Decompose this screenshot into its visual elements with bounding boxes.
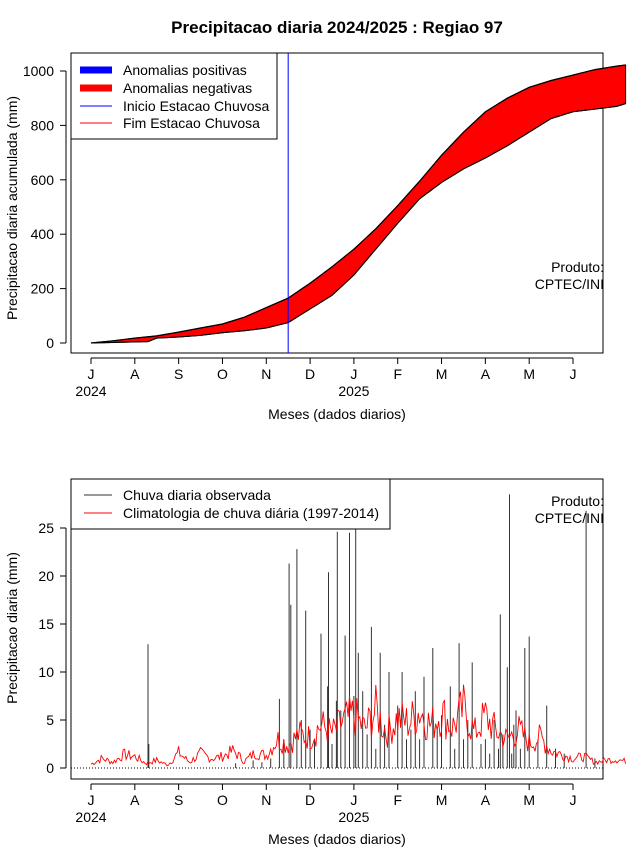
top-year-label: 2024	[75, 383, 106, 399]
top-legend: Anomalias positivas Anomalias negativas …	[70, 52, 278, 140]
bottom-x-tick-label: M	[436, 792, 448, 808]
bottom-xlabel: Meses (dados diarios)	[268, 831, 406, 847]
observed-cumulative-line	[90, 103, 626, 344]
top-y-tick-label: 0	[46, 335, 54, 351]
top-y-tick-label: 600	[31, 172, 55, 188]
bottom-y-axis: 0 5 10 15 20 25	[38, 520, 67, 776]
bottom-y-tick-label: 20	[38, 568, 54, 584]
top-series-group	[90, 53, 627, 353]
bottom-x-tick-label: J	[570, 792, 577, 808]
bottom-legend: Chuva diaria observada Climatologia de c…	[70, 478, 391, 530]
top-annotation-line2: CPTEC/INI	[535, 276, 604, 292]
bottom-x-tick-label: M	[523, 792, 535, 808]
bottom-x-tick-label: F	[393, 792, 402, 808]
legend-observed-label: Chuva diaria observada	[123, 487, 271, 503]
climatology-daily-line	[90, 684, 627, 767]
legend-negative-label: Anomalias negativas	[123, 80, 252, 96]
legend-start-label: Inicio Estacao Chuvosa	[123, 98, 270, 114]
bottom-annotation-line2: CPTEC/INI	[535, 510, 604, 526]
top-y-tick-label: 800	[31, 117, 55, 133]
top-plot-frame	[70, 52, 604, 354]
bottom-y-tick-label: 5	[46, 712, 54, 728]
top-y-tick-label: 1000	[23, 63, 54, 79]
top-x-tick-label: A	[481, 366, 491, 382]
top-x-tick-label: J	[570, 366, 577, 382]
bottom-y-tick-label: 15	[38, 616, 54, 632]
top-annotation-line1: Produto:	[551, 259, 604, 275]
bottom-legend-box	[70, 478, 391, 530]
bottom-y-tick-label: 25	[38, 520, 54, 536]
top-x-tick-label: N	[261, 366, 271, 382]
top-y-tick-label: 400	[31, 226, 55, 242]
top-year-label: 2025	[338, 383, 369, 399]
bottom-y-tick-label: 0	[46, 760, 54, 776]
bottom-x-tick-label: D	[305, 792, 315, 808]
legend-end-label: Fim Estacao Chuvosa	[123, 115, 260, 131]
bottom-x-tick-label: A	[481, 792, 491, 808]
climatology-cumulative-line	[90, 64, 626, 344]
top-x-tick-label: O	[217, 366, 228, 382]
bottom-ylabel: Precipitacao diaria (mm)	[4, 552, 20, 704]
bottom-x-tick-label: J	[350, 792, 357, 808]
bottom-x-tick-label: N	[261, 792, 271, 808]
top-x-tick-label: M	[436, 366, 448, 382]
top-xlabel: Meses (dados diarios)	[268, 406, 406, 422]
top-x-tick-label: F	[393, 366, 402, 382]
bottom-x-tick-label: J	[88, 792, 95, 808]
bottom-y-tick-label: 10	[38, 664, 54, 680]
top-x-tick-label: S	[174, 366, 183, 382]
top-y-axis: 0 200 400 600 800 1000	[23, 63, 67, 351]
bottom-x-tick-label: O	[217, 792, 228, 808]
bottom-x-tick-label: S	[174, 792, 183, 808]
bottom-year-label: 2025	[338, 809, 369, 825]
top-y-tick-label: 200	[31, 281, 55, 297]
bottom-year-label: 2024	[75, 809, 106, 825]
legend-climatology-label: Climatologia de chuva diária (1997-2014)	[123, 505, 379, 521]
top-ylabel: Precipitacao diaria acumulada (mm)	[4, 96, 20, 320]
top-x-tick-label: A	[130, 366, 140, 382]
bottom-x-tick-label: A	[130, 792, 140, 808]
top-x-tick-label: M	[523, 366, 535, 382]
bottom-series-group	[71, 494, 627, 769]
bottom-annotation-line1: Produto:	[551, 493, 604, 509]
chart-title: Precipitacao diaria 2024/2025 : Regiao 9…	[171, 18, 503, 37]
top-x-tick-label: J	[88, 366, 95, 382]
legend-positive-label: Anomalias positivas	[123, 62, 247, 78]
top-x-tick-label: D	[305, 366, 315, 382]
top-x-tick-label: J	[350, 366, 357, 382]
